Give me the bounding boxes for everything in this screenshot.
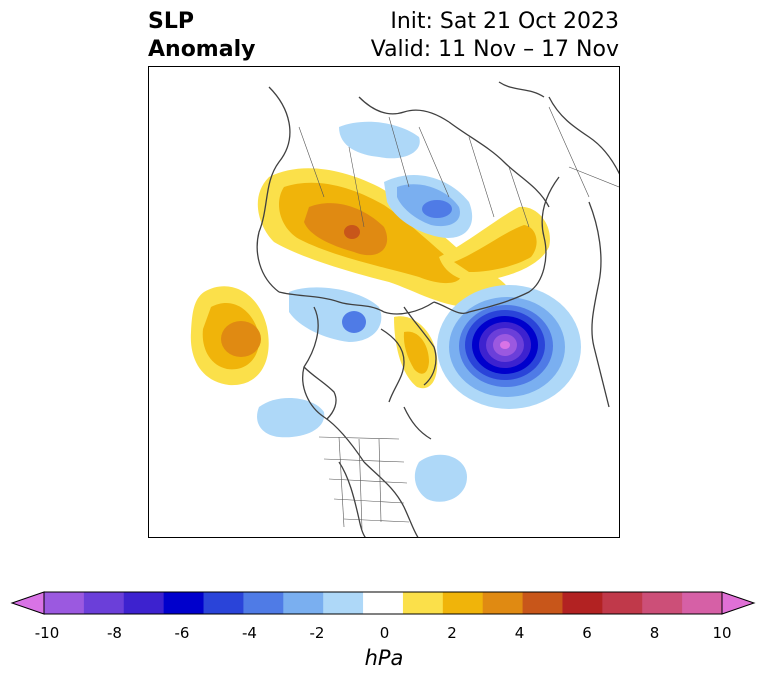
colorbar-segment [163,592,205,614]
colorbar-segment [323,592,364,614]
negative-anomaly-canada [289,287,382,342]
colorbar-extend-max [721,591,756,615]
coastlines [256,81,619,537]
colorbar-segment [642,592,683,614]
colorbar-segment [283,592,324,614]
colorbar-unit: hPa [364,646,404,670]
map-svg [190,81,619,537]
colorbar-segment [522,592,563,614]
negative-anomaly-w-atlantic [414,454,467,502]
colorbar-tick-label: -8 [107,624,122,642]
colorbar-tick-label: -6 [174,624,190,642]
colorbar-segment [243,592,284,614]
positive-anomaly-pacific [190,286,269,386]
colorbar-tick-label: 6 [582,624,592,642]
negative-anomaly-asia [384,174,473,238]
positive-anomaly-greenland [394,316,438,389]
map-title: SLP Anomaly [148,8,255,64]
title-line-1: SLP [148,9,194,34]
colorbar-tick-label: -2 [309,624,325,642]
colorbar-segment [482,592,524,614]
colorbar-tick-label: -4 [242,624,257,642]
colorbar-tick-label: 4 [514,624,525,642]
colorbar-segment [203,592,244,614]
colorbar-tick-label: 8 [649,624,660,642]
positive-anomaly-east [439,206,550,282]
colorbar-segment [682,592,723,614]
negative-anomaly-arctic [339,121,420,159]
negative-anomaly-atlantic [437,285,581,409]
colorbar-segment [442,592,484,614]
anomaly-map [148,66,620,538]
colorbar-segment [363,592,404,614]
colorbar [10,591,756,615]
valid-range: Valid: 11 Nov – 17 Nov [370,37,619,62]
borders [298,106,619,530]
colorbar-extend-min [10,591,45,615]
colorbar-tick-label: 2 [447,624,457,642]
colorbar-segment [44,592,85,614]
title-line-2: Anomaly [148,37,256,62]
colorbar-segments [10,591,756,615]
colorbar-tick-label: 10 [712,624,732,642]
colorbar-tick-label: -10 [34,624,60,642]
colorbar-segment [83,592,125,614]
colorbar-tick-label: 0 [379,624,390,642]
init-date: Init: Sat 21 Oct 2023 [390,9,619,34]
forecast-dates: Init: Sat 21 Oct 2023 Valid: 11 Nov – 17… [371,8,619,64]
colorbar-segment [123,592,165,614]
colorbar-segment [602,592,643,614]
negative-anomaly-pacific-nw [257,397,325,438]
colorbar-outline [43,591,723,615]
colorbar-segment [402,592,444,614]
positive-anomaly-siberia [257,168,510,308]
colorbar-segment [562,592,603,614]
